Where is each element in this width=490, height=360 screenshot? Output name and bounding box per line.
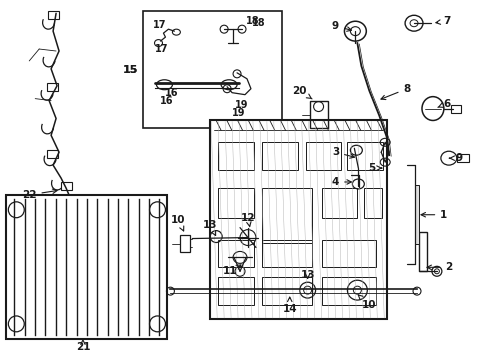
Text: 1: 1 bbox=[421, 210, 447, 220]
Bar bbox=[419, 231, 427, 271]
Bar bbox=[47, 83, 58, 91]
Text: 20: 20 bbox=[293, 86, 312, 99]
Bar bbox=[218, 277, 254, 305]
Text: 15: 15 bbox=[123, 65, 138, 75]
Bar bbox=[210, 121, 387, 319]
Text: 2: 2 bbox=[427, 262, 452, 272]
Text: 5: 5 bbox=[368, 163, 382, 173]
Text: 22: 22 bbox=[22, 189, 57, 200]
Text: 4: 4 bbox=[332, 177, 351, 187]
Text: 16: 16 bbox=[165, 88, 178, 98]
Text: 13: 13 bbox=[203, 220, 218, 235]
Text: 18: 18 bbox=[252, 18, 266, 28]
Bar bbox=[457, 154, 469, 162]
Bar bbox=[262, 188, 312, 243]
Bar bbox=[310, 100, 327, 129]
Text: 11: 11 bbox=[223, 265, 241, 276]
Bar bbox=[262, 142, 298, 170]
Text: 10: 10 bbox=[358, 295, 376, 310]
Text: 19: 19 bbox=[232, 108, 245, 117]
Bar bbox=[180, 235, 190, 252]
Text: 15: 15 bbox=[123, 65, 138, 75]
Bar bbox=[365, 188, 382, 218]
Bar bbox=[415, 185, 419, 244]
Bar bbox=[321, 188, 357, 218]
Bar bbox=[306, 142, 342, 170]
Bar bbox=[321, 277, 376, 305]
Bar bbox=[321, 239, 376, 267]
Bar bbox=[61, 182, 72, 190]
Bar bbox=[451, 105, 461, 113]
Text: 21: 21 bbox=[75, 339, 90, 352]
Text: 14: 14 bbox=[282, 297, 297, 314]
Bar bbox=[262, 239, 312, 267]
Text: 16: 16 bbox=[159, 96, 173, 105]
Text: 9: 9 bbox=[449, 153, 463, 163]
Text: 17: 17 bbox=[152, 20, 166, 30]
Bar bbox=[48, 11, 59, 19]
Bar bbox=[218, 239, 254, 267]
Text: 3: 3 bbox=[332, 147, 354, 158]
Bar bbox=[218, 142, 254, 170]
Text: 17: 17 bbox=[154, 44, 168, 54]
Text: 7: 7 bbox=[436, 16, 450, 26]
Bar bbox=[6, 195, 168, 339]
Bar bbox=[47, 150, 58, 158]
Text: 10: 10 bbox=[171, 215, 186, 231]
Text: 6: 6 bbox=[438, 99, 450, 109]
Text: 9: 9 bbox=[332, 21, 351, 31]
Bar bbox=[347, 142, 383, 170]
Bar bbox=[218, 188, 254, 218]
Text: 12: 12 bbox=[241, 213, 255, 226]
Text: 8: 8 bbox=[381, 84, 411, 100]
Text: 18: 18 bbox=[246, 16, 260, 26]
Text: 19: 19 bbox=[235, 100, 248, 109]
Bar bbox=[262, 277, 312, 305]
Text: 13: 13 bbox=[300, 270, 315, 280]
Bar bbox=[143, 11, 282, 129]
